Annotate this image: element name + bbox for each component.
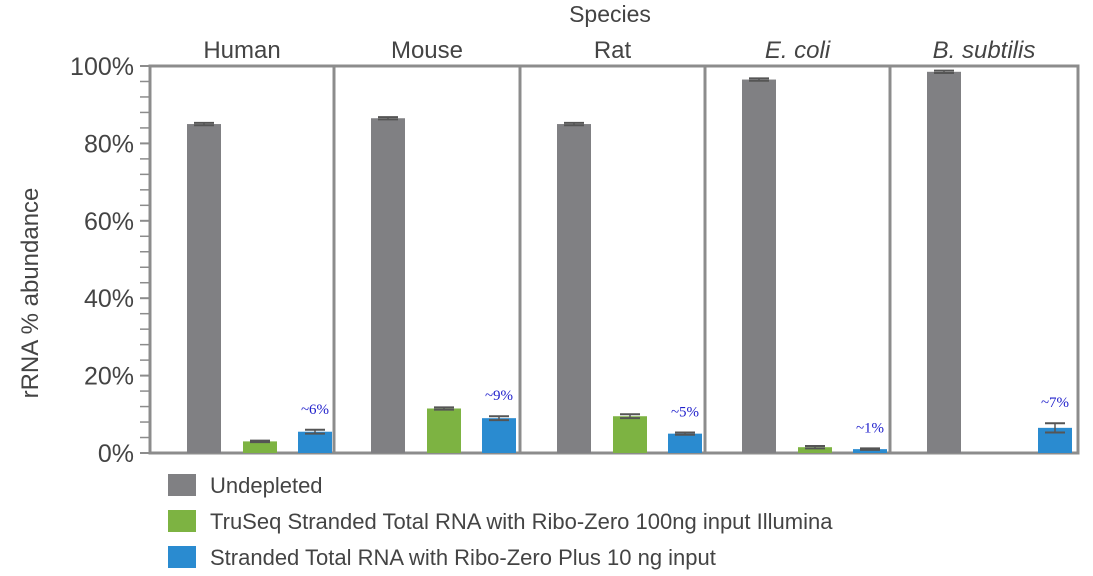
legend-label: TruSeq Stranded Total RNA with Ribo-Zero… — [210, 509, 833, 534]
bar — [482, 418, 516, 453]
category-label: Human — [203, 37, 280, 64]
bar — [298, 431, 332, 453]
value-annotation: ~5% — [671, 404, 699, 420]
y-tick-label: 40% — [84, 285, 134, 313]
y-tick-label: 60% — [84, 208, 134, 236]
y-tick-label: 0% — [98, 440, 134, 468]
bar — [742, 79, 776, 454]
legend-label: Undepleted — [210, 473, 323, 498]
legend-swatch — [168, 546, 196, 568]
bar — [371, 118, 405, 454]
category-label: Rat — [594, 37, 632, 64]
bar — [243, 441, 277, 453]
bar — [853, 449, 887, 453]
legend-swatch — [168, 510, 196, 532]
y-tick-label: 80% — [84, 130, 134, 158]
legend-swatch — [168, 474, 196, 496]
y-axis-label: rRNA % abundance — [17, 188, 44, 399]
y-tick-label: 20% — [84, 363, 134, 391]
bar — [668, 433, 702, 453]
value-annotation: ~6% — [301, 402, 329, 418]
bar — [557, 124, 591, 454]
y-tick-label: 100% — [70, 53, 134, 81]
bar — [927, 71, 961, 454]
category-label: B. subtilis — [933, 37, 1036, 64]
legend: Undepleted TruSeq Stranded Total RNA with… — [168, 473, 833, 570]
value-annotation: ~1% — [856, 420, 884, 436]
value-annotation: ~9% — [485, 388, 513, 404]
chart-title: Species — [569, 1, 651, 27]
legend-label: Stranded Total RNA with Ribo-Zero Plus 1… — [210, 545, 716, 570]
category-label: E. coli — [765, 37, 831, 64]
bar — [613, 416, 647, 453]
value-annotation: ~7% — [1041, 395, 1069, 411]
bar — [798, 447, 832, 453]
plot-area: 0% 20% 40% 60% 80% 100% Human Mouse Rat E. coli B.… — [70, 37, 1080, 468]
category-label: Mouse — [391, 37, 463, 64]
bar — [187, 124, 221, 454]
bar — [427, 408, 461, 453]
